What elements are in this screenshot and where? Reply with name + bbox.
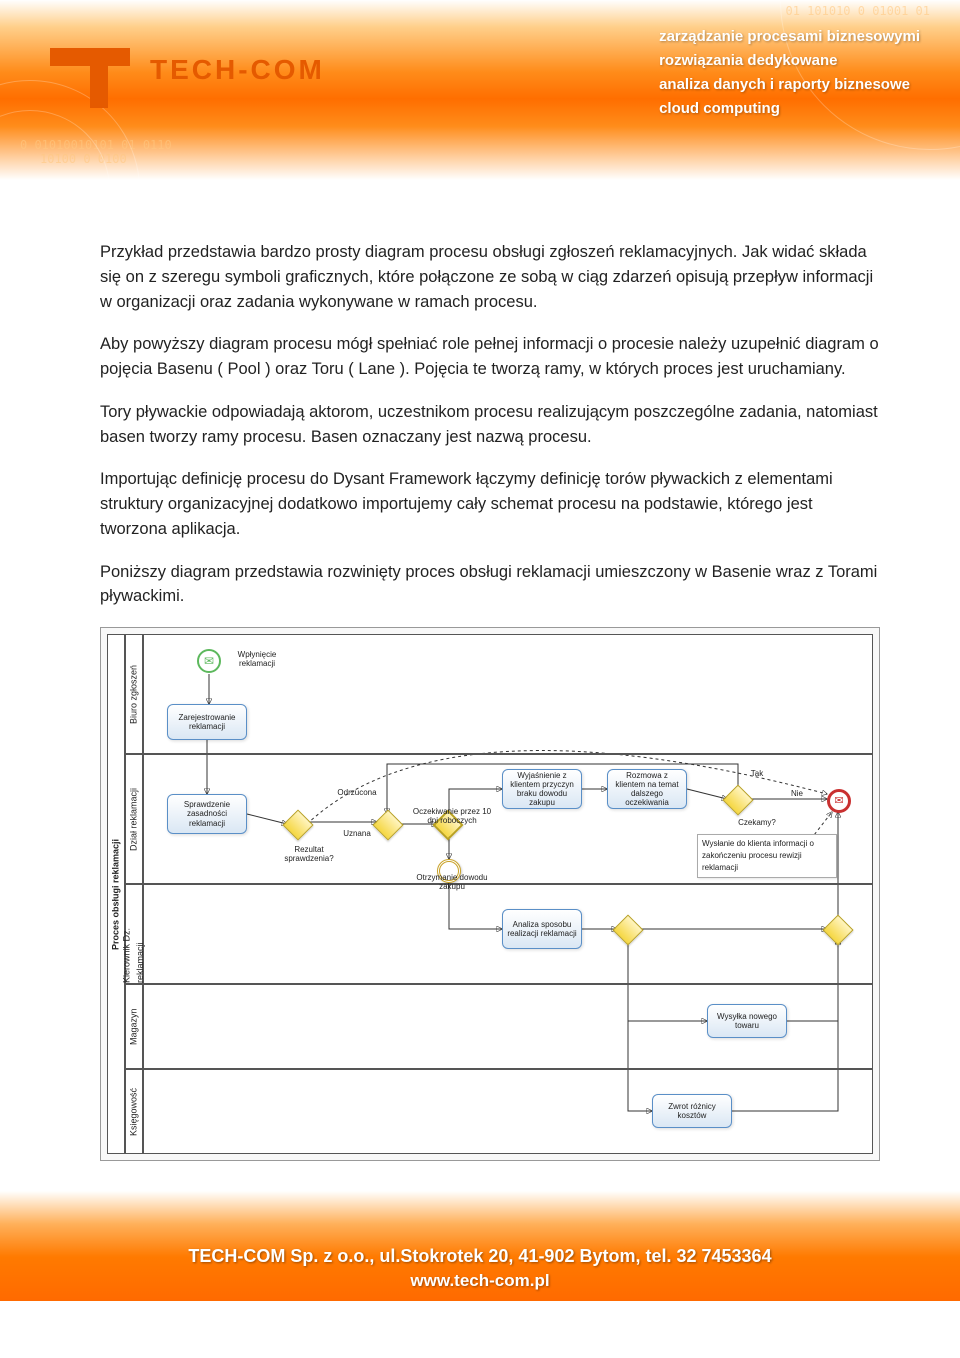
bpmn-label: Czekamy?	[717, 819, 797, 828]
bpmn-task: Wysyłka nowego towaru	[707, 1004, 787, 1038]
paragraph: Aby powyższy diagram procesu mógł spełni…	[100, 332, 880, 382]
bpmn-task: Wyjaśnienie z klientem przyczyn braku do…	[502, 769, 582, 809]
tagline: zarządzanie procesami biznesowymi	[659, 25, 920, 49]
bpmn-task: Rozmowa z klientem na temat dalszego ocz…	[607, 769, 687, 809]
page-header: 01 101010 0 01001 01 0 01010010101 01 01…	[0, 0, 960, 180]
bpmn-diagram-container: Proces obsługi reklamacji Biuro zgłoszeń…	[100, 627, 880, 1161]
bpmn-end-event: ✉	[827, 789, 851, 813]
bpmn-label: Rezultat sprawdzenia?	[269, 846, 349, 864]
paragraph: Tory pływackie odpowiadają aktorom, ucze…	[100, 400, 880, 450]
bpmn-diagram: Proces obsługi reklamacji Biuro zgłoszeń…	[107, 634, 873, 1154]
paragraph: Przykład przedstawia bardzo prosty diagr…	[100, 240, 880, 314]
tagline: cloud computing	[659, 97, 920, 121]
tagline: analiza danych i raporty biznesowe	[659, 73, 920, 97]
bpmn-task: Analiza sposobu realizacji reklamacji	[502, 909, 582, 949]
logo: TECH-COM	[50, 30, 325, 110]
lane-label: Dział reklamacji	[125, 754, 143, 884]
bpmn-label: Odrzucona	[317, 789, 397, 798]
tagline: rozwiązania dedykowane	[659, 49, 920, 73]
bpmn-task: Zarejestrowanie reklamacji	[167, 704, 247, 740]
lane-label: Księgowość	[125, 1069, 143, 1154]
lane	[143, 1069, 873, 1154]
lane-label: Kierownik Dz. reklamacji	[125, 884, 143, 984]
lane-label: Biuro zgłoszeń	[125, 634, 143, 754]
lane-label: Magazyn	[125, 984, 143, 1069]
bpmn-label: Otrzymanie dowodu zakupu	[412, 874, 492, 892]
paragraph: Importując definicję procesu do Dysant F…	[100, 467, 880, 541]
bpmn-label: Nie	[757, 790, 837, 799]
footer-url: www.tech-com.pl	[0, 1271, 960, 1291]
page-footer: TECH-COM Sp. z o.o., ul.Stokrotek 20, 41…	[0, 1191, 960, 1301]
bpmn-start-event: ✉	[197, 649, 221, 673]
main-content: Przykład przedstawia bardzo prosty diagr…	[0, 180, 960, 1191]
bpmn-label: Oczekiwanie przez 10 dni roboczych	[412, 808, 492, 826]
header-taglines: zarządzanie procesami biznesowymi rozwią…	[659, 25, 920, 121]
bpmn-annotation: Wysłanie do klienta informacji o zakończ…	[697, 834, 837, 878]
bpmn-task: Zwrot różnicy kosztów	[652, 1094, 732, 1128]
logo-text: TECH-COM	[150, 54, 325, 86]
logo-mark	[50, 30, 130, 110]
bpmn-task: Sprawdzenie zasadności reklamacji	[167, 794, 247, 834]
paragraph: Poniższy diagram przedstawia rozwinięty …	[100, 560, 880, 610]
footer-address: TECH-COM Sp. z o.o., ul.Stokrotek 20, 41…	[0, 1246, 960, 1267]
bpmn-label: Wpłynięcie reklamacji	[227, 651, 287, 669]
bpmn-label: Tak	[717, 770, 797, 779]
